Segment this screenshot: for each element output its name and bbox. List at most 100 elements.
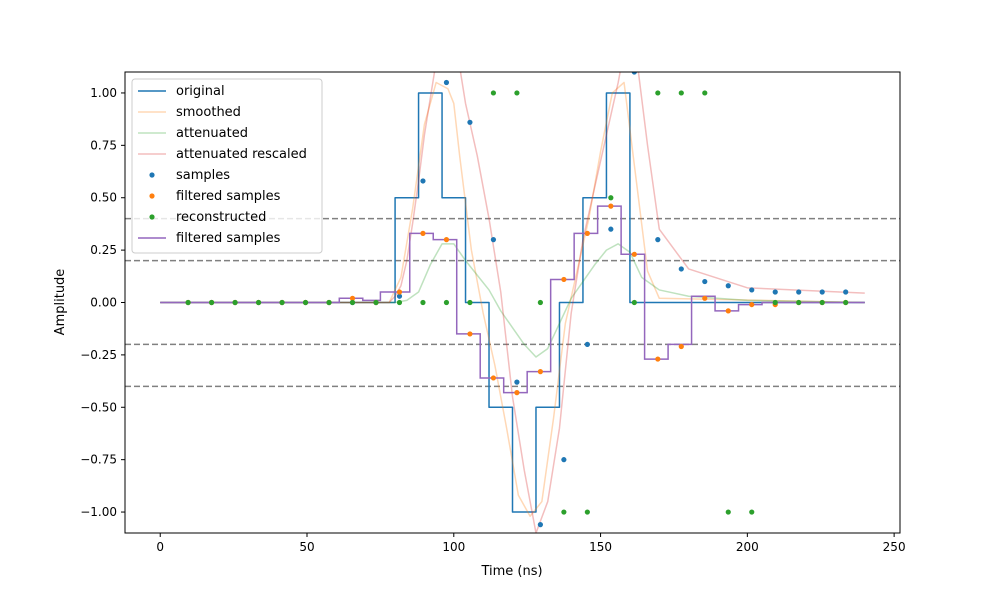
- point-filtered-samples-18: [608, 203, 614, 209]
- point-samples-10: [420, 178, 426, 184]
- point-reconstructed-13: [490, 90, 497, 96]
- point-samples-18: [608, 226, 614, 232]
- legend-label-2: attenuated: [176, 126, 248, 141]
- point-filtered-samples-19: [631, 251, 637, 257]
- point-samples-13: [490, 237, 497, 243]
- point-reconstructed-4: [279, 299, 285, 306]
- series-lines: [160, 72, 865, 533]
- point-reconstructed-12: [467, 299, 473, 306]
- point-reconstructed-7: [349, 299, 356, 306]
- point-filtered-samples-16: [561, 276, 567, 283]
- y-axis-label: Amplitude: [53, 269, 68, 336]
- point-reconstructed-5: [302, 299, 309, 306]
- point-reconstructed-20: [655, 90, 661, 96]
- point-filtered-samples-17: [584, 230, 590, 236]
- legend: original smoothed attenuated attenuated res…: [131, 78, 323, 254]
- point-reconstructed-2: [232, 299, 238, 306]
- legend-swatch-6: [149, 214, 155, 220]
- point-reconstructed-25: [772, 299, 778, 306]
- point-filtered-samples-22: [702, 295, 708, 301]
- x-tick-label-4: 200: [736, 540, 759, 554]
- legend-swatch-4: [149, 172, 155, 178]
- legend-label-4: samples: [176, 168, 230, 183]
- point-samples-24: [749, 287, 755, 293]
- point-reconstructed-15: [537, 299, 543, 306]
- y-tick-label-3: −0.25: [80, 348, 117, 362]
- point-samples-12: [467, 119, 473, 125]
- point-reconstructed-23: [725, 509, 731, 515]
- point-filtered-samples-10: [420, 230, 426, 236]
- point-filtered-samples-12: [467, 331, 473, 337]
- series-line-attenuated-rescaled: [160, 72, 865, 533]
- legend-swatch-5: [149, 193, 155, 199]
- point-filtered-samples-23: [725, 308, 731, 314]
- point-samples-11: [443, 79, 450, 86]
- point-samples-27: [819, 289, 825, 295]
- legend-label-3: attenuated rescaled: [176, 147, 307, 162]
- point-reconstructed-18: [608, 195, 614, 201]
- legend-box: [131, 78, 323, 254]
- x-axis-ticks: 0 50 100 150 200 250: [156, 533, 906, 554]
- legend-label-0: original: [176, 84, 225, 99]
- point-reconstructed-17: [584, 509, 590, 515]
- point-reconstructed-27: [819, 299, 825, 306]
- point-filtered-samples-21: [678, 343, 684, 350]
- point-filtered-samples-7: [349, 295, 356, 301]
- x-tick-label-1: 50: [299, 540, 314, 554]
- y-tick-label-2: −0.50: [80, 400, 117, 414]
- point-reconstructed-14: [514, 90, 520, 96]
- y-tick-label-7: 0.75: [90, 138, 117, 152]
- x-tick-label-2: 100: [442, 540, 465, 554]
- y-tick-label-5: 0.25: [90, 243, 117, 257]
- y-tick-label-0: −1.00: [80, 505, 117, 519]
- point-reconstructed-22: [702, 90, 708, 96]
- y-tick-label-8: 1.00: [90, 86, 117, 100]
- x-tick-label-0: 0: [156, 540, 164, 554]
- point-samples-28: [843, 289, 849, 295]
- point-samples-25: [772, 289, 778, 295]
- point-reconstructed-6: [326, 299, 332, 306]
- x-axis-label: Time (ns): [480, 564, 542, 579]
- legend-label-1: smoothed: [176, 105, 241, 120]
- point-filtered-samples-9: [396, 289, 403, 295]
- point-samples-26: [796, 289, 802, 295]
- point-samples-19: [631, 72, 637, 75]
- point-samples-22: [702, 278, 708, 285]
- point-filtered-samples-20: [655, 356, 661, 362]
- point-filtered-samples-24: [749, 301, 755, 308]
- y-axis-ticks: −1.00 −0.75 −0.50 −0.25 0.00 0.25 0.50 0.75 1.00: [80, 86, 125, 519]
- point-filtered-samples-14: [514, 390, 520, 396]
- point-samples-20: [655, 237, 661, 243]
- point-reconstructed-28: [843, 299, 849, 306]
- legend-label-7: filtered samples: [176, 231, 281, 246]
- series-line-attenuated: [160, 243, 865, 358]
- point-samples-23: [725, 283, 731, 289]
- y-tick-label-1: −0.75: [80, 453, 117, 467]
- point-reconstructed-10: [420, 299, 426, 306]
- y-tick-label-4: 0.00: [90, 296, 117, 310]
- series-line-original: [160, 92, 865, 513]
- point-filtered-samples-11: [443, 237, 450, 243]
- series-line-filtered-samples-step: [160, 205, 865, 394]
- series-line-smoothed: [160, 81, 865, 517]
- x-tick-label-5: 250: [883, 540, 906, 554]
- point-samples-16: [561, 457, 567, 463]
- point-samples-15: [537, 522, 543, 528]
- point-reconstructed-9: [396, 299, 403, 306]
- point-samples-14: [514, 379, 520, 385]
- point-samples-17: [584, 341, 590, 348]
- point-filtered-samples-15: [537, 369, 543, 375]
- point-reconstructed-1: [209, 299, 215, 306]
- point-reconstructed-19: [631, 299, 637, 306]
- point-reconstructed-8: [373, 299, 379, 306]
- legend-label-6: reconstructed: [176, 210, 266, 225]
- point-reconstructed-16: [561, 509, 567, 515]
- point-reconstructed-0: [185, 299, 191, 306]
- point-reconstructed-26: [796, 299, 802, 306]
- point-reconstructed-21: [678, 90, 684, 96]
- legend-label-5: filtered samples: [176, 189, 281, 204]
- point-reconstructed-3: [255, 299, 262, 306]
- point-reconstructed-24: [749, 509, 755, 515]
- x-tick-label-3: 150: [589, 540, 612, 554]
